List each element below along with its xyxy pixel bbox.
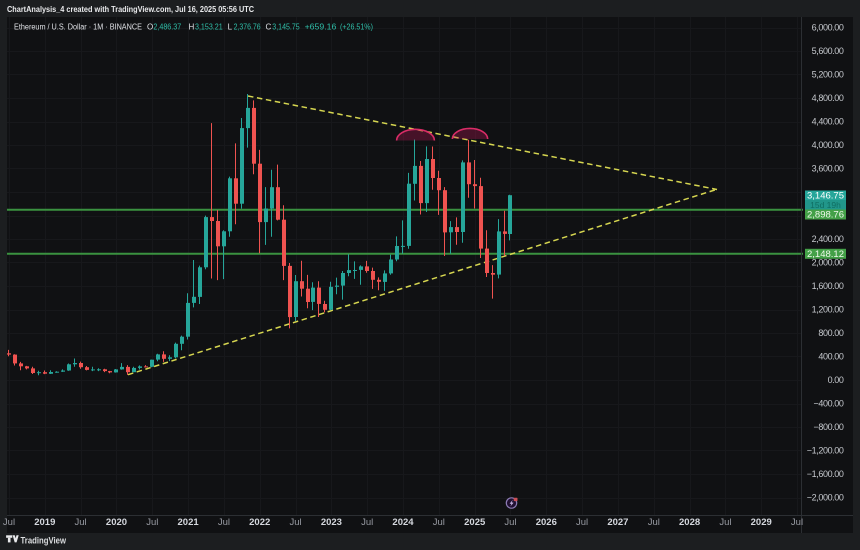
svg-text:400.00: 400.00 [818, 352, 844, 362]
svg-text:ChartAnalysis_4 created with T: ChartAnalysis_4 created with TradingView… [7, 4, 254, 14]
svg-text:2020: 2020 [106, 517, 127, 528]
svg-text:2022: 2022 [249, 517, 270, 528]
svg-text:2027: 2027 [607, 517, 628, 528]
svg-text:0.00: 0.00 [828, 375, 844, 385]
svg-text:O: O [147, 23, 153, 32]
svg-text:2,898.76: 2,898.76 [807, 210, 844, 221]
svg-text:2,486.37: 2,486.37 [153, 23, 181, 32]
svg-text:Jul: Jul [648, 517, 660, 528]
svg-text:Ethereum / U.S. Dollar · 1M ·: Ethereum / U.S. Dollar · 1M · BINANCE [14, 23, 142, 32]
svg-text:2019: 2019 [34, 517, 55, 528]
svg-text:4,400.00: 4,400.00 [812, 117, 844, 127]
svg-text:3,145.75: 3,145.75 [272, 23, 300, 32]
svg-text:L: L [228, 23, 233, 32]
svg-text:Jul: Jul [361, 517, 373, 528]
svg-text:4,800.00: 4,800.00 [812, 93, 844, 103]
svg-text:2024: 2024 [392, 517, 414, 528]
svg-text:5,600.00: 5,600.00 [812, 46, 844, 56]
svg-text:−1,600.00: −1,600.00 [807, 469, 844, 479]
svg-text:Jul: Jul [146, 517, 158, 528]
svg-text:Jul: Jul [3, 517, 15, 528]
svg-text:800.00: 800.00 [818, 328, 844, 338]
svg-text:2,400.00: 2,400.00 [812, 234, 844, 244]
svg-text:H: H [189, 23, 195, 32]
svg-text:2021: 2021 [178, 517, 200, 528]
svg-text:−2,000.00: −2,000.00 [807, 493, 844, 503]
svg-text:4,000.00: 4,000.00 [812, 140, 844, 150]
svg-text:Jul: Jul [504, 517, 516, 528]
svg-text:2,148.12: 2,148.12 [807, 249, 844, 260]
svg-text:Jul: Jul [719, 517, 731, 528]
svg-text:2,000.00: 2,000.00 [812, 258, 844, 268]
svg-text:C: C [266, 23, 272, 32]
svg-text:5,200.00: 5,200.00 [812, 70, 844, 80]
svg-text:2029: 2029 [751, 517, 772, 528]
svg-text:1,600.00: 1,600.00 [812, 281, 844, 291]
svg-text:Jul: Jul [791, 517, 803, 528]
svg-text:Jul: Jul [576, 517, 588, 528]
svg-text:−1,200.00: −1,200.00 [807, 446, 844, 456]
svg-text:2025: 2025 [464, 517, 486, 528]
svg-text:(+26.51%): (+26.51%) [340, 23, 373, 32]
svg-text:Jul: Jul [290, 517, 302, 528]
svg-text:2028: 2028 [679, 517, 700, 528]
svg-text:6,000.00: 6,000.00 [812, 23, 844, 33]
svg-text:Jul: Jul [75, 517, 87, 528]
svg-text:−800.00: −800.00 [814, 422, 844, 432]
svg-text:3,153.21: 3,153.21 [195, 23, 223, 32]
svg-text:Jul: Jul [218, 517, 230, 528]
svg-text:2,376.76: 2,376.76 [234, 23, 261, 32]
svg-text:2026: 2026 [536, 517, 557, 528]
svg-text:1,200.00: 1,200.00 [812, 305, 844, 315]
svg-text:3,146.75: 3,146.75 [807, 191, 844, 202]
svg-text:Jul: Jul [433, 517, 445, 528]
svg-text:+659.16: +659.16 [305, 23, 337, 32]
svg-text:15d 19h: 15d 19h [810, 200, 841, 210]
svg-text:2023: 2023 [321, 517, 342, 528]
svg-text:−400.00: −400.00 [814, 399, 844, 409]
svg-text:TradingView: TradingView [21, 536, 67, 547]
svg-text:3,600.00: 3,600.00 [812, 164, 844, 174]
